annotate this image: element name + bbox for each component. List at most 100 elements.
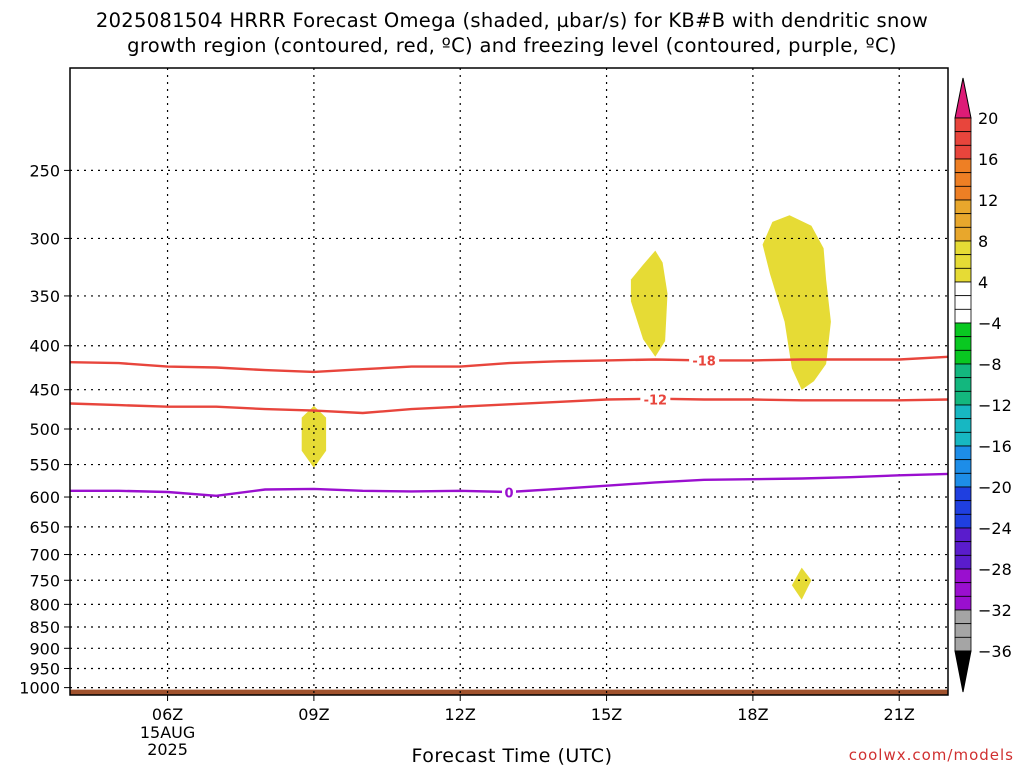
colorbar-label-4: 4 (978, 273, 988, 292)
colorbar-box-10-2 (954, 500, 972, 515)
colorbar-label-12: 12 (978, 191, 998, 210)
x-tick-label-21Z: 21Z (884, 705, 915, 724)
colorbar-box-13-1 (954, 609, 972, 625)
colorbar-box-3-3 (954, 226, 972, 242)
colorbar-label--20: −20 (978, 478, 1012, 497)
contour-line--18 (69, 355, 949, 374)
y-tick-label-550: 550 (29, 456, 60, 475)
colorbar-box-4-3 (954, 267, 972, 283)
omega-shade-region-2 (630, 250, 668, 357)
chart-title-line2: growth region (contoured, red, ºC) and f… (127, 34, 897, 57)
y-tick-label-400: 400 (29, 337, 60, 356)
y-tick-label-1000: 1000 (19, 679, 60, 698)
x-axis-title: Forecast Time (UTC) (411, 745, 613, 767)
x-tick-sublabel-15AUG: 15AUG (140, 723, 195, 742)
y-tick-label-950: 950 (29, 659, 60, 678)
colorbar-label--36: −36 (978, 642, 1012, 661)
colorbar-box-1-1 (954, 117, 972, 133)
colorbar-box-5-3 (954, 308, 972, 324)
colorbar-label--32: −32 (978, 601, 1012, 620)
chart-title: 2025081504 HRRR Forecast Omega (shaded, … (0, 8, 1024, 58)
colorbar-box-8-2 (954, 418, 972, 433)
colorbar-box-3-2 (954, 213, 972, 228)
plot-area: 250 300 350 400 450 500 550 600 650 700 750 800 850 9… (19, 67, 949, 759)
colorbar-box-7-1 (954, 363, 972, 379)
contour-label-bg--12 (640, 391, 671, 408)
y-tick-label-350: 350 (29, 287, 60, 306)
colorbar-label--4: −4 (978, 314, 1002, 333)
contour-label-bg-0 (502, 484, 516, 501)
ground-terrain (70, 689, 948, 695)
colorbar-label-8: 8 (978, 232, 988, 251)
colorbar-box-4-1 (954, 240, 972, 256)
colorbar-box-7-3 (954, 390, 972, 406)
y-tick-label-800: 800 (29, 595, 60, 614)
colorbar-box-4-2 (954, 254, 972, 269)
colorbar-box-6-3 (954, 349, 972, 365)
y-tick-label-750: 750 (29, 571, 60, 590)
y-tick-label-650: 650 (29, 518, 60, 537)
y-tick-label-900: 900 (29, 639, 60, 658)
contour-label--18: -18 (692, 354, 716, 369)
x-tick-sublabel-2025: 2025 (147, 740, 188, 759)
plot-frame (69, 67, 949, 696)
colorbar-box-6-1 (954, 322, 972, 338)
colorbar-box-7-2 (954, 377, 972, 392)
colorbar-box-8-1 (954, 404, 972, 420)
colorbar-label--24: −24 (978, 519, 1012, 538)
colorbar-box-10-3 (954, 513, 972, 529)
colorbar-box-2-3 (954, 185, 972, 201)
colorbar-label-20: 20 (978, 109, 998, 128)
site-credit: coolwx.com/models (848, 746, 1014, 764)
colorbar-box-13-2 (954, 623, 972, 638)
colorbar-box-3-1 (954, 199, 972, 215)
colorbar-box-2-1 (954, 158, 972, 174)
colorbar-box-6-2 (954, 336, 972, 351)
colorbar-box-5-2 (954, 295, 972, 310)
colorbar-box-12-2 (954, 582, 972, 597)
colorbar: 20 16 12 8 4 −4 −8 −12 −16 −20 −24 −28 −32 −36 (954, 77, 1012, 693)
y-tick-label-850: 850 (29, 618, 60, 637)
colorbar-box-9-1 (954, 445, 972, 461)
colorbar-box-9-2 (954, 459, 972, 474)
omega-shade-region-4 (791, 567, 812, 600)
y-tick-label-500: 500 (29, 420, 60, 439)
colorbar-box-10-1 (954, 486, 972, 502)
omega-shade-region-1 (301, 405, 327, 468)
y-tick-label-600: 600 (29, 488, 60, 507)
y-tick-label-300: 300 (29, 229, 60, 248)
plot-background (70, 68, 948, 695)
contour-label-bg--18 (689, 352, 720, 369)
colorbar-box-11-2 (954, 541, 972, 556)
colorbar-label--16: −16 (978, 437, 1012, 456)
colorbar-box-11-3 (954, 554, 972, 570)
colorbar-box-9-3 (954, 472, 972, 488)
contour-label-0: 0 (504, 487, 513, 502)
x-tick-label-18Z: 18Z (737, 705, 768, 724)
colorbar-label--28: −28 (978, 560, 1012, 579)
y-tick-label-450: 450 (29, 381, 60, 400)
x-tick-label-15Z: 15Z (591, 705, 622, 724)
colorbar-label-16: 16 (978, 150, 998, 169)
colorbar-top-arrow (954, 77, 972, 119)
colorbar-box-13-3 (954, 636, 972, 652)
colorbar-box-8-3 (954, 431, 972, 447)
colorbar-box-11-1 (954, 527, 972, 543)
colorbar-bottom-arrow (954, 650, 972, 693)
contour-line--12 (69, 397, 949, 415)
y-tick-label-700: 700 (29, 546, 60, 565)
colorbar-label--12: −12 (978, 396, 1012, 415)
contour-label--12: -12 (644, 394, 668, 409)
y-tick-label-250: 250 (29, 161, 60, 180)
x-tick-label-09Z: 09Z (298, 705, 329, 724)
colorbar-box-5-1 (954, 281, 972, 297)
chart-title-line1: 2025081504 HRRR Forecast Omega (shaded, … (95, 9, 929, 32)
colorbar-box-1-2 (954, 131, 972, 146)
colorbar-box-1-3 (954, 144, 972, 160)
colorbar-box-12-3 (954, 595, 972, 611)
x-tick-label-12Z: 12Z (445, 705, 476, 724)
colorbar-label--8: −8 (978, 355, 1002, 374)
x-tick-label-06Z: 06Z (152, 705, 183, 724)
colorbar-box-12-1 (954, 568, 972, 584)
